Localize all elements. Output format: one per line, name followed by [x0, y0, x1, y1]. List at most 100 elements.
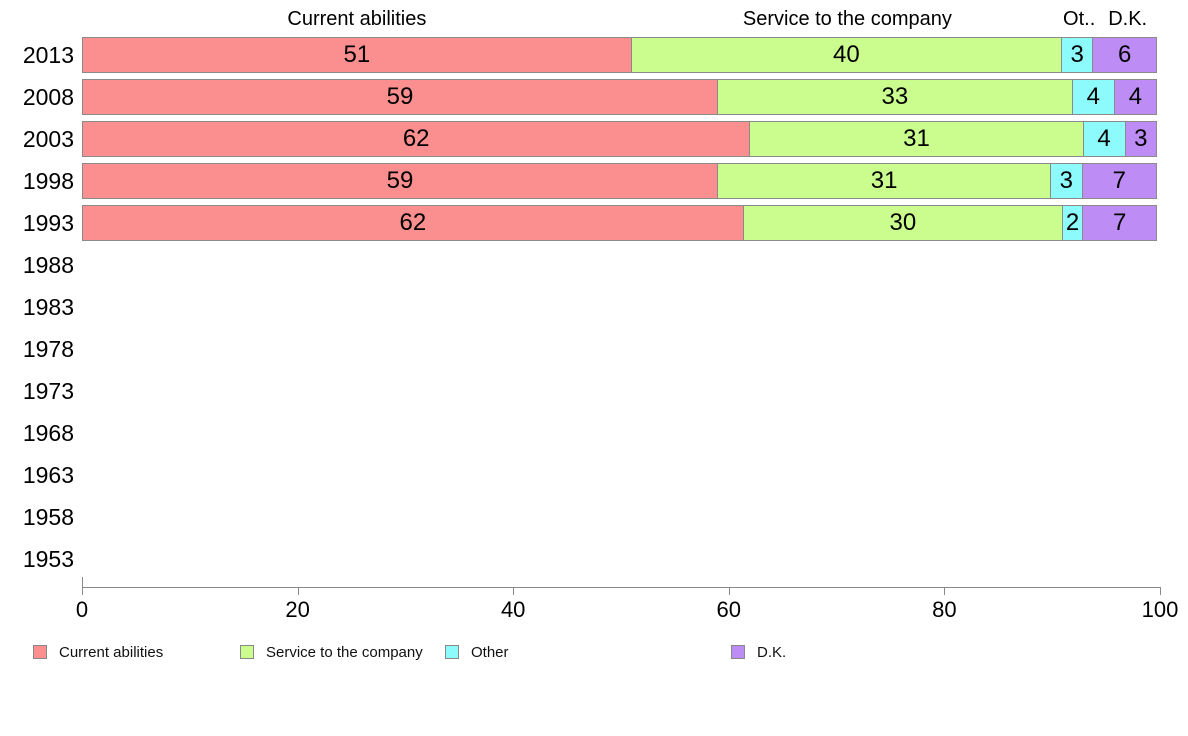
- bar-segment-d-k[interactable]: 7: [1082, 205, 1157, 241]
- legend-label: Other: [471, 643, 509, 661]
- bar-segment-service-to-the-company[interactable]: 40: [630, 37, 1062, 73]
- segment-value-label: 62: [402, 125, 430, 152]
- segment-value-label: 59: [386, 167, 414, 194]
- bar-segment-d-k[interactable]: 3: [1124, 121, 1157, 157]
- legend-item-current-abilities[interactable]: Current abilities: [33, 640, 163, 664]
- legend-swatch-icon: [240, 645, 254, 659]
- segment-value-label: 7: [1112, 167, 1126, 194]
- bar-segment-current-abilities[interactable]: 59: [82, 163, 719, 199]
- legend-swatch-icon: [731, 645, 745, 659]
- bar-segment-current-abilities[interactable]: 59: [82, 79, 719, 115]
- bar-segment-other[interactable]: 2: [1061, 205, 1084, 241]
- x-axis-tick: [82, 587, 83, 595]
- y-axis-label: 1963: [22, 462, 74, 488]
- y-axis-label: 1968: [22, 420, 74, 446]
- x-axis-line: [82, 587, 1161, 588]
- x-axis-tick: [1160, 587, 1161, 595]
- bar-segment-d-k[interactable]: 4: [1113, 79, 1157, 115]
- bar-segment-other[interactable]: 4: [1071, 79, 1115, 115]
- column-header-service-to-the-company: Service to the company: [742, 8, 952, 30]
- segment-value-label: 3: [1059, 167, 1074, 194]
- segment-value-label: 6: [1117, 41, 1132, 68]
- stacked-bar: 59 31 3 7: [82, 163, 1157, 199]
- segment-value-label: 40: [833, 41, 860, 68]
- chart-row: 1983: [0, 286, 1188, 328]
- bar-segment-current-abilities[interactable]: 51: [82, 37, 632, 73]
- segment-value-label: 4: [1097, 125, 1111, 152]
- segment-value-label: 4: [1128, 83, 1143, 110]
- legend-label: D.K.: [757, 643, 787, 661]
- stacked-bar: 62 31 4 3: [82, 121, 1157, 157]
- legend-item-service-to-the-company[interactable]: Service to the company: [240, 640, 423, 664]
- segment-value-label: 51: [343, 41, 371, 68]
- x-axis-tick-label: 80: [932, 597, 957, 622]
- legend-label: Current abilities: [59, 643, 164, 661]
- legend-item-other[interactable]: Other: [445, 640, 509, 664]
- segment-value-label: 3: [1134, 125, 1148, 152]
- bar-segment-d-k[interactable]: 6: [1092, 37, 1157, 73]
- segment-value-label: 4: [1086, 83, 1100, 110]
- segment-value-label: 33: [881, 83, 909, 110]
- chart-row: 1988: [0, 244, 1188, 286]
- bar-segment-current-abilities[interactable]: 62: [82, 205, 744, 241]
- chart-row: 1978: [0, 328, 1188, 370]
- y-axis-label: 1973: [22, 378, 74, 404]
- bar-segment-service-to-the-company[interactable]: 30: [742, 205, 1063, 241]
- column-header-d-k: D.K.: [1108, 8, 1148, 30]
- legend-swatch-icon: [445, 645, 459, 659]
- bar-segment-other[interactable]: 3: [1050, 163, 1083, 199]
- bar-segment-other[interactable]: 3: [1060, 37, 1094, 73]
- bar-segment-other[interactable]: 4: [1082, 121, 1126, 157]
- y-axis-label: 2003: [22, 126, 74, 152]
- y-axis-line: [82, 577, 83, 587]
- stacked-bar: 59 33 4 4: [82, 79, 1157, 115]
- x-axis-tick-label: 40: [500, 597, 526, 622]
- chart-row: 1958: [0, 496, 1188, 538]
- y-axis-label: 1993: [22, 210, 74, 236]
- chart-row: 2003 62 31 4 3: [0, 118, 1188, 160]
- y-axis-label: 2013: [22, 42, 74, 68]
- bar-segment-d-k[interactable]: 7: [1081, 163, 1157, 199]
- y-axis-label: 1988: [22, 252, 74, 278]
- chart-row: 2013 51 40 3 6: [0, 34, 1188, 76]
- legend-item-d-k[interactable]: D.K.: [731, 640, 786, 664]
- segment-value-label: 7: [1112, 209, 1127, 236]
- column-header-other: Ot..: [1063, 8, 1096, 30]
- x-axis-tick: [944, 587, 946, 595]
- y-axis-label: 1958: [22, 504, 74, 530]
- y-axis-label: 1983: [22, 294, 74, 320]
- segment-value-label: 31: [903, 125, 930, 152]
- bar-segment-service-to-the-company[interactable]: 31: [717, 163, 1052, 199]
- x-axis-tick: [728, 587, 730, 595]
- legend: Current abilities Service to the company O…: [0, 640, 1188, 664]
- chart-row: 1953: [0, 538, 1188, 580]
- legend-swatch-icon: [33, 645, 47, 659]
- segment-value-label: 31: [870, 167, 898, 194]
- plot-area: 2013 51 40 3 6 2008 59 33 4 4 2003 62 31 4 3 1998 59 31 3 7…: [0, 34, 1188, 580]
- x-axis-tick-label: 20: [285, 597, 310, 622]
- x-axis-tick: [513, 587, 515, 595]
- y-axis-label: 1953: [22, 546, 74, 572]
- bar-segment-service-to-the-company[interactable]: 31: [749, 121, 1084, 157]
- stacked-bar: 51 40 3 6: [82, 37, 1157, 73]
- legend-label: Service to the company: [266, 643, 423, 661]
- x-axis-tick-label: 0: [75, 597, 89, 622]
- segment-value-label: 3: [1070, 41, 1084, 68]
- x-axis-tick-label: 60: [716, 597, 742, 622]
- chart-row: 1973: [0, 370, 1188, 412]
- column-header-current-abilities: Current abilities: [287, 8, 427, 30]
- y-axis-label: 1978: [22, 336, 74, 362]
- chart-row: 1993 62 30 2 7: [0, 202, 1188, 244]
- bar-segment-current-abilities[interactable]: 62: [82, 121, 751, 157]
- y-axis-label: 2008: [22, 84, 74, 110]
- x-axis-tick-label: 100: [1141, 597, 1179, 622]
- chart-row: 1968: [0, 412, 1188, 454]
- bar-segment-service-to-the-company[interactable]: 33: [717, 79, 1073, 115]
- stacked-bar: 62 30 2 7: [82, 205, 1157, 241]
- chart-row: 1998 59 31 3 7: [0, 160, 1188, 202]
- chart-row: 2008 59 33 4 4: [0, 76, 1188, 118]
- segment-value-label: 62: [399, 209, 427, 236]
- x-axis-tick: [297, 587, 299, 595]
- segment-value-label: 2: [1065, 209, 1080, 236]
